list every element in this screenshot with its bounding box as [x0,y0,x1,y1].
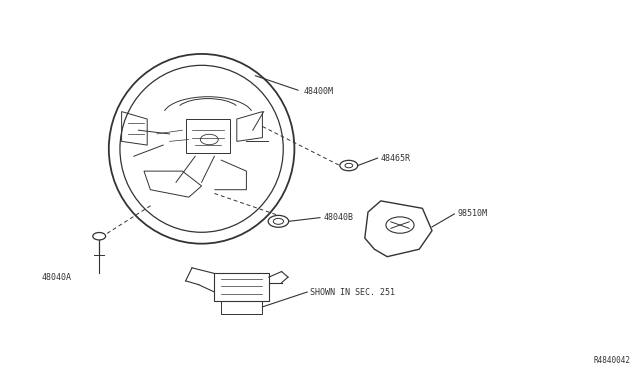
Text: R4840042: R4840042 [593,356,630,365]
Text: 98510M: 98510M [458,209,488,218]
Text: 48040A: 48040A [42,273,72,282]
Text: 48400M: 48400M [304,87,334,96]
Text: SHOWN IN SEC. 251: SHOWN IN SEC. 251 [310,288,396,296]
Text: 48040B: 48040B [323,213,353,222]
Text: 48465R: 48465R [381,154,411,163]
